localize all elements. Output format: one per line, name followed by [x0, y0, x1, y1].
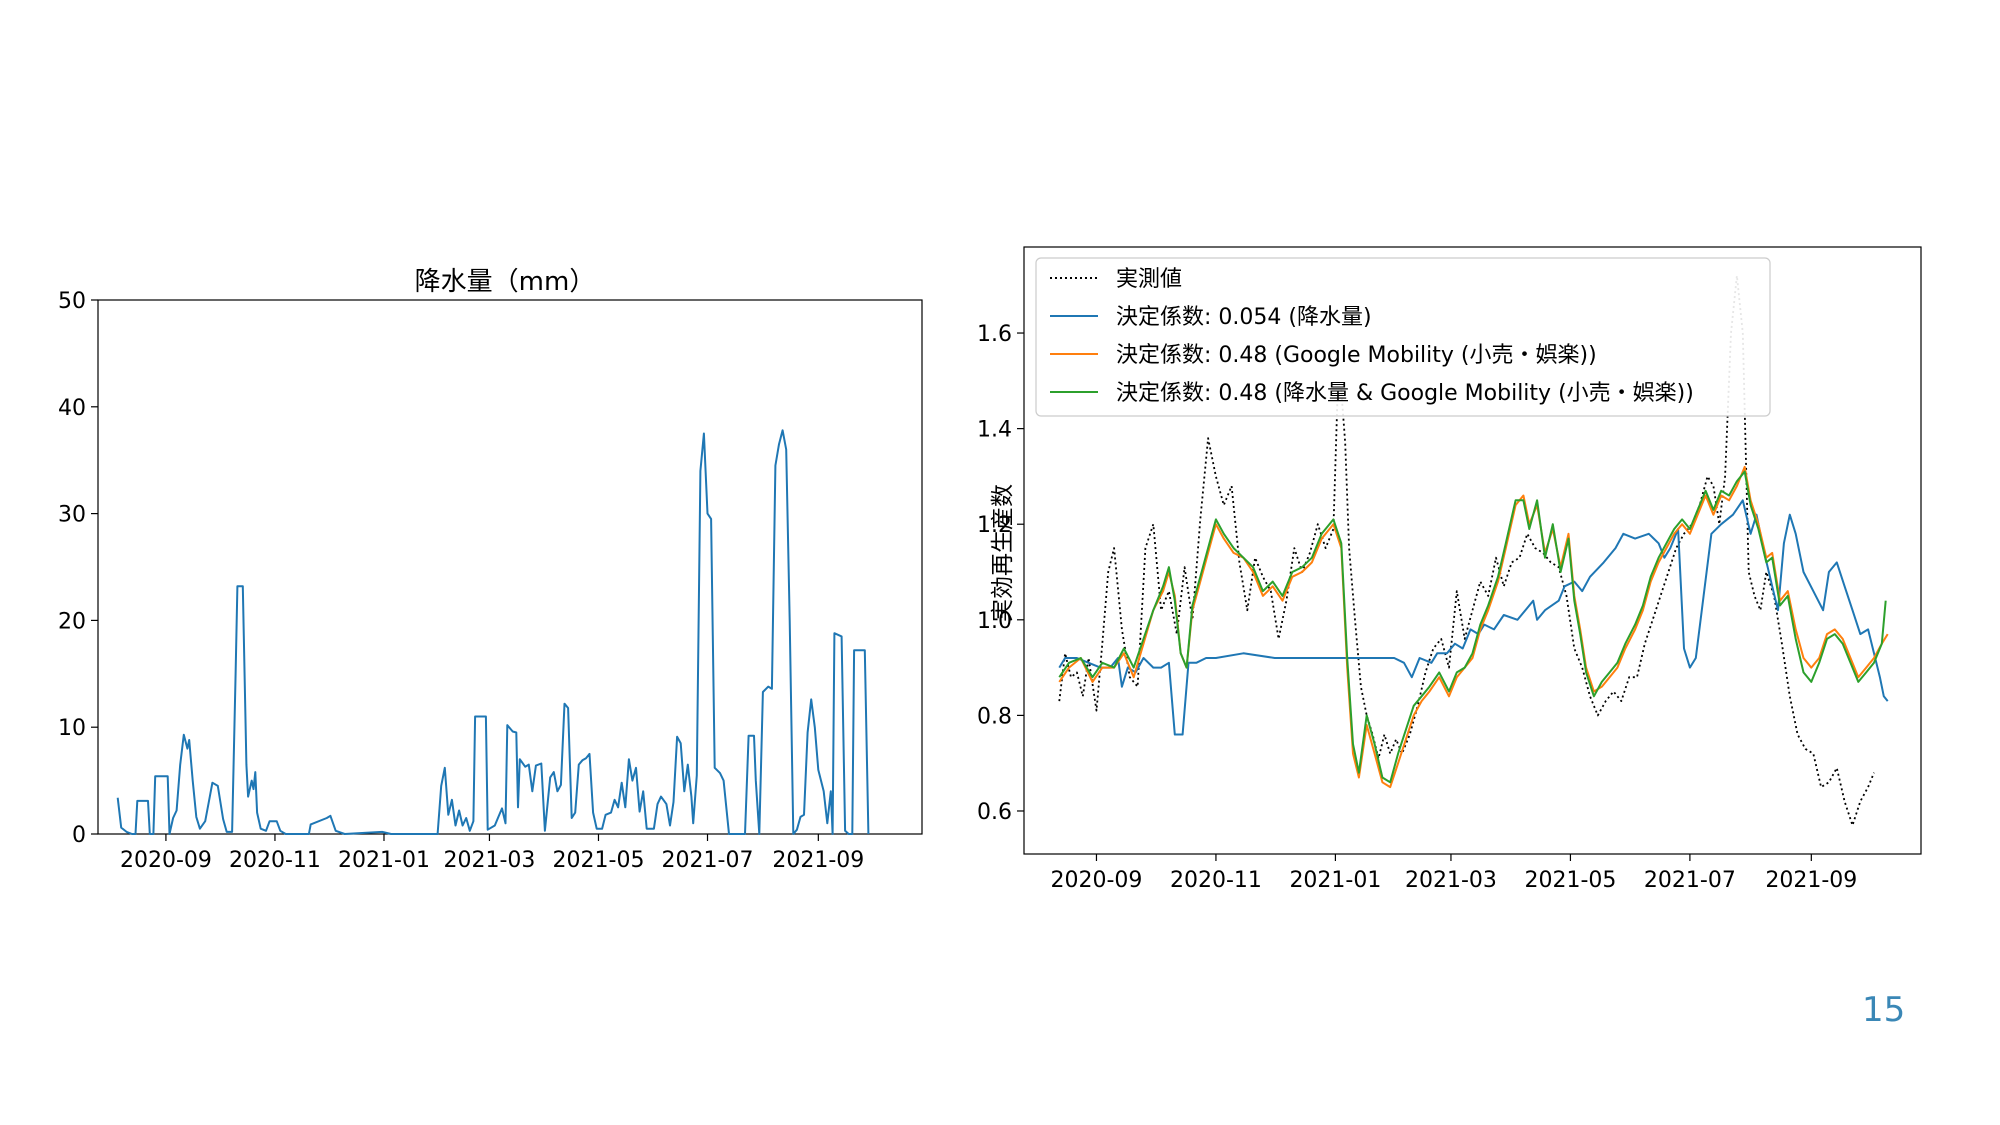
plot-frame [97, 299, 923, 835]
y-axis: 0.6 0.8 1.0 1.2 1.4 1.6 [977, 322, 1024, 825]
x-tick-label: 2021-01 [338, 848, 430, 873]
series-line-2 [1058, 465, 1889, 789]
reproduction-number-chart: 実効再生産数 0.6 0.8 1.0 1.2 1.4 1.6 2020-09 2020-11… [977, 246, 1922, 893]
y-tick-label: 30 [58, 503, 86, 528]
x-tick-label: 2021-05 [1524, 868, 1616, 893]
y-tick-label: 1.0 [977, 609, 1012, 634]
y-tick-label: 0.6 [977, 800, 1012, 825]
y-axis-label: 実効再生産数 [990, 484, 1016, 622]
y-tick-label: 10 [58, 716, 86, 741]
y-axis: 0 10 20 30 40 50 [58, 289, 98, 848]
x-tick-label: 2021-03 [1405, 868, 1497, 893]
legend-entry: 実測値 [1116, 267, 1182, 292]
legend-entry: 決定係数: 0.054 (降水量) [1116, 305, 1372, 330]
x-tick-label: 2020-09 [120, 848, 212, 873]
x-tick-label: 2021-01 [1289, 868, 1381, 893]
y-tick-label: 0 [72, 823, 86, 848]
y-tick-label: 20 [58, 609, 86, 634]
y-tick-label: 1.2 [977, 513, 1012, 538]
x-tick-label: 2021-07 [662, 848, 754, 873]
x-tick-label: 2021-09 [1765, 868, 1857, 893]
x-tick-label: 2020-11 [229, 848, 321, 873]
legend-frame [1035, 257, 1771, 417]
x-axis: 2020-09 2020-11 2021-01 2021-03 2021-05 2021-… [1051, 854, 1857, 893]
x-tick-label: 2021-03 [443, 848, 535, 873]
x-tick-label: 2021-09 [772, 848, 864, 873]
y-tick-label: 1.4 [977, 418, 1012, 443]
plot-area [97, 299, 923, 835]
x-tick-label: 2021-05 [553, 848, 645, 873]
page-number: 15 [1862, 990, 1906, 1030]
series-line-0 [116, 429, 870, 835]
y-tick-label: 1.6 [977, 322, 1012, 347]
x-tick-label: 2020-09 [1051, 868, 1143, 893]
chart-title: 降水量（mm） [415, 267, 596, 297]
x-tick-label: 2021-07 [1644, 868, 1736, 893]
series-line-3 [1058, 470, 1887, 784]
plot-area [1023, 246, 1922, 855]
x-tick-label: 2020-11 [1170, 868, 1262, 893]
legend-entry: 決定係数: 0.48 (Google Mobility (小売・娯楽)) [1116, 343, 1597, 368]
x-axis: 2020-09 2020-11 2021-01 2021-03 2021-05 2021-… [120, 834, 864, 873]
y-tick-label: 0.8 [977, 704, 1012, 729]
legend-entry: 決定係数: 0.48 (降水量 & Google Mobility (小売・娯楽… [1116, 381, 1694, 406]
y-tick-label: 40 [58, 396, 86, 421]
y-tick-label: 50 [58, 289, 86, 314]
rainfall-chart: 降水量（mm） 0 10 20 30 40 50 2020-09 2020-11 2021-0… [58, 267, 923, 873]
plot-frame [1023, 246, 1922, 855]
series-line-1 [1058, 499, 1889, 736]
